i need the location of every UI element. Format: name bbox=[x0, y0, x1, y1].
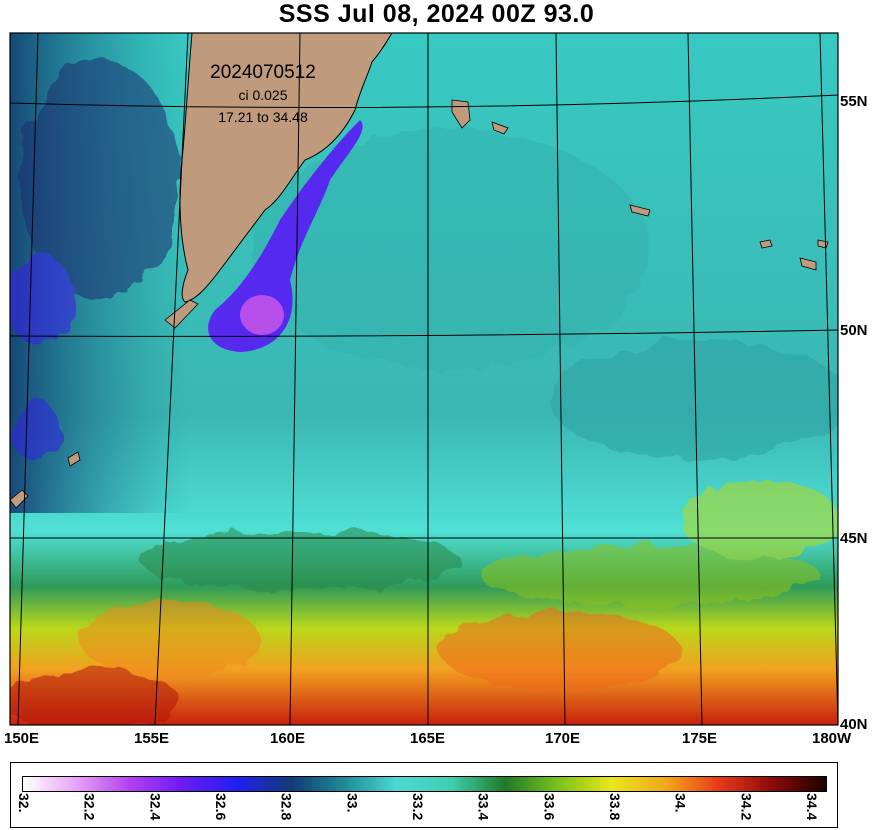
lat-label-50n: 50N bbox=[840, 322, 868, 339]
graticule bbox=[10, 33, 838, 725]
lon-label-150e: 150E bbox=[4, 730, 40, 747]
lat-label-40n: 40N bbox=[840, 716, 868, 733]
value-range: 17.21 to 34.48 bbox=[218, 109, 308, 125]
map-title: SSS Jul 08, 2024 00Z 93.0 bbox=[278, 0, 595, 28]
run-info: 2024070512 ci 0.025 17.21 to 34.48 bbox=[188, 62, 338, 125]
fresh-water-plume bbox=[208, 120, 363, 352]
map-frame bbox=[9, 32, 839, 726]
colorbar-tick-label: 33.2 bbox=[410, 793, 426, 821]
lon-label-165e: 165E bbox=[410, 730, 446, 747]
run-id: 2024070512 bbox=[210, 62, 316, 83]
colorbar bbox=[22, 776, 827, 792]
colorbar-tick-label: 33. bbox=[344, 793, 361, 813]
lon-label-180w: 180W bbox=[812, 730, 852, 747]
colorbar-tick-label: 32.6 bbox=[213, 793, 229, 821]
colorbar-tick-label: 34.2 bbox=[738, 793, 755, 821]
colorbar-tick-label: 34. bbox=[672, 793, 689, 813]
lat-label-55n: 55N bbox=[840, 93, 868, 110]
colorbar-tick-label: 34.4 bbox=[804, 793, 820, 821]
colorbar-tick-label: 33.8 bbox=[607, 793, 623, 821]
colorbar-tick-label: 32. bbox=[16, 793, 32, 813]
lon-label-170e: 170E bbox=[545, 730, 581, 747]
kurile-islands bbox=[164, 299, 199, 329]
colorbar-tick-label: 32.8 bbox=[278, 793, 295, 821]
colorbar-tick-label: 32.4 bbox=[147, 793, 164, 821]
lon-label-175e: 175E bbox=[682, 730, 718, 747]
lon-label-155e: 155E bbox=[134, 730, 170, 747]
colorbar-panel bbox=[10, 762, 838, 828]
lat-label-45n: 45N bbox=[840, 530, 868, 547]
colorbar-tick-label: 32.2 bbox=[81, 793, 98, 821]
aleutian-islands bbox=[629, 204, 651, 217]
colorbar-tick-label: 33.4 bbox=[475, 793, 492, 821]
colorbar-tick-label: 33.6 bbox=[541, 793, 558, 821]
contour-interval: ci 0.025 bbox=[238, 87, 288, 103]
lon-label-160e: 160E bbox=[270, 730, 306, 747]
